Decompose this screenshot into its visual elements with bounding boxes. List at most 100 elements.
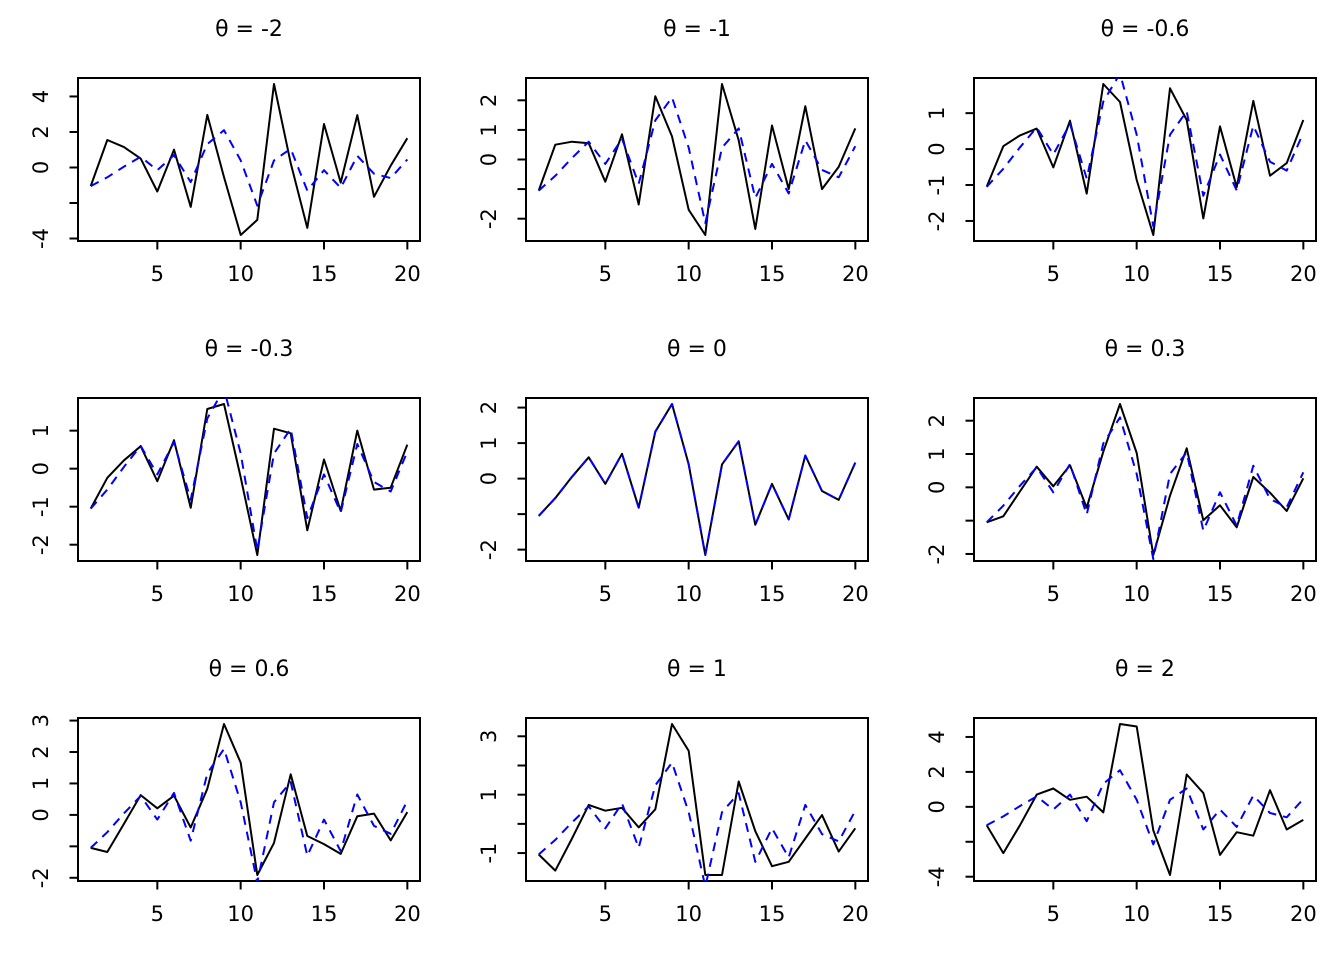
panel-title: θ = 2 <box>1115 657 1175 682</box>
plot-box <box>77 397 421 562</box>
ma1-series-line <box>538 723 857 876</box>
y-tick-label: -1 <box>29 496 53 517</box>
x-tick-label: 15 <box>759 902 786 926</box>
panel-title: θ = 0.6 <box>209 657 290 682</box>
ma1-series-line <box>90 723 409 876</box>
y-tick-label: 0 <box>925 481 949 494</box>
x-tick-label: 10 <box>1123 582 1150 606</box>
panel-theta-0.3: θ = 0.3 5 10 15 20 -2 0 1 2 <box>925 337 1317 606</box>
panel-title: θ = 0.3 <box>1105 337 1186 362</box>
y-tick-label: 2 <box>925 414 949 427</box>
y-tick-label: 0 <box>477 153 501 166</box>
ma1-series-line <box>985 83 1305 236</box>
noise-series-line <box>986 769 1305 846</box>
noise-series-line <box>538 761 857 881</box>
y-tick-label: -4 <box>29 228 53 249</box>
panel-title: θ = -1 <box>663 17 731 42</box>
y-tick-label: 0 <box>29 161 53 174</box>
y-tick-label: -4 <box>925 866 949 887</box>
panel-theta-1: θ = 1 5 10 15 20 -1 1 3 <box>477 657 869 926</box>
x-tick-label: 10 <box>675 262 702 286</box>
panel-title: θ = -2 <box>215 17 283 42</box>
ma1-series-line <box>985 723 1304 876</box>
noise-series-line <box>89 398 409 552</box>
y-tick-label: 3 <box>29 714 53 727</box>
x-tick-label: 10 <box>227 582 254 606</box>
x-tick-label: 15 <box>1207 902 1234 926</box>
panel-title: θ = -0.6 <box>1101 17 1190 42</box>
x-tick-label: 5 <box>1047 582 1060 606</box>
x-tick-label: 15 <box>1207 582 1234 606</box>
y-tick-label: 0 <box>925 142 949 155</box>
x-tick-label: 20 <box>394 262 421 286</box>
x-tick-label: 5 <box>1047 262 1060 286</box>
panel-theta--1: θ = -1 5 10 15 20 -2 0 1 2 <box>477 17 869 286</box>
noise-series-line <box>985 416 1305 560</box>
plot-box <box>77 77 421 242</box>
ma1-series-line <box>986 403 1305 556</box>
y-tick-label: 0 <box>477 472 501 485</box>
y-tick-label: 1 <box>29 424 53 437</box>
y-tick-label: -2 <box>29 534 53 555</box>
ma1-series-line <box>537 403 857 556</box>
ma1-series-line <box>89 403 409 556</box>
y-tick-label: 2 <box>29 745 53 758</box>
y-tick-label: 1 <box>925 447 949 460</box>
x-tick-label: 5 <box>151 582 164 606</box>
noise-series-line <box>985 78 1305 228</box>
y-tick-label: 2 <box>925 765 949 778</box>
noise-series-line <box>90 747 409 881</box>
y-tick-label: -1 <box>477 843 501 864</box>
y-tick-label: -2 <box>477 539 501 560</box>
y-tick-label: 0 <box>29 808 53 821</box>
y-tick-label: 4 <box>925 730 949 743</box>
panel-theta--2: θ = -2 5 10 15 20 -4 0 2 4 <box>29 17 421 286</box>
y-tick-label: -2 <box>477 208 501 229</box>
y-tick-label: -2 <box>29 867 53 888</box>
x-tick-label: 10 <box>675 902 702 926</box>
x-tick-label: 20 <box>394 902 421 926</box>
y-tick-label: 0 <box>29 462 53 475</box>
y-tick-label: 2 <box>29 125 53 138</box>
x-tick-label: 20 <box>842 582 869 606</box>
panel-theta--0.3: θ = -0.3 5 10 15 20 -2 -1 0 1 <box>29 337 421 606</box>
x-tick-label: 20 <box>1290 902 1317 926</box>
y-tick-label: 1 <box>477 123 501 136</box>
x-tick-label: 15 <box>311 262 338 286</box>
x-tick-label: 20 <box>842 262 869 286</box>
y-tick-label: 1 <box>477 436 501 449</box>
x-tick-label: 10 <box>675 582 702 606</box>
y-tick-label: 2 <box>477 401 501 414</box>
noise-series-line <box>90 129 409 207</box>
noise-series-line <box>538 96 857 225</box>
x-tick-label: 5 <box>151 262 164 286</box>
y-tick-label: 1 <box>925 106 949 119</box>
plot-box <box>973 397 1317 562</box>
x-tick-label: 15 <box>1207 262 1234 286</box>
x-tick-label: 15 <box>311 582 338 606</box>
ma1-series-line <box>89 83 409 236</box>
panel-theta-0: θ = 0 5 10 15 20 -2 0 1 2 <box>477 337 869 606</box>
plot-box <box>77 717 421 882</box>
panel-title: θ = 0 <box>667 337 727 362</box>
panel-title: θ = 1 <box>667 657 727 682</box>
panel-theta-0.6: θ = 0.6 5 10 15 20 -2 0 1 2 3 <box>29 657 421 926</box>
y-tick-label: -2 <box>925 210 949 231</box>
y-tick-label: 0 <box>925 800 949 813</box>
y-tick-label: 3 <box>477 730 501 743</box>
plot-box <box>525 717 869 882</box>
x-tick-label: 20 <box>394 582 421 606</box>
plot-box <box>973 717 1317 882</box>
x-tick-label: 5 <box>599 262 612 286</box>
y-tick-label: 4 <box>29 90 53 103</box>
y-tick-label: -2 <box>925 543 949 564</box>
plot-box <box>973 77 1317 242</box>
y-tick-label: 2 <box>477 94 501 107</box>
ma1-series-line <box>537 83 857 236</box>
y-tick-label: 1 <box>477 788 501 801</box>
x-tick-label: 20 <box>1290 262 1317 286</box>
panel-theta--0.6: θ = -0.6 5 10 15 20 -2 -1 0 1 <box>925 17 1317 286</box>
noise-series-line <box>537 403 857 556</box>
x-tick-label: 10 <box>227 902 254 926</box>
